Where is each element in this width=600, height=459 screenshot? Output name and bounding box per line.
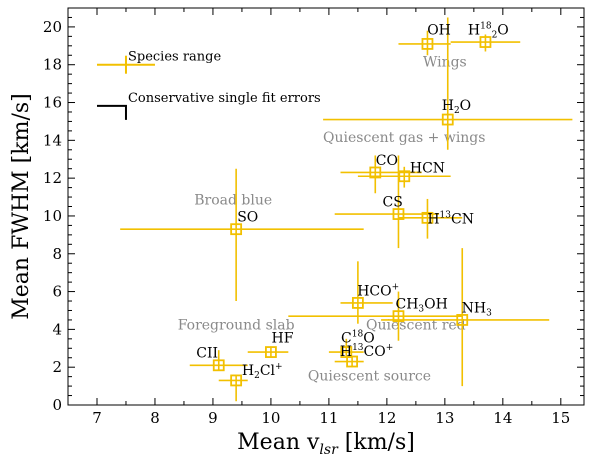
point-label: NH3 — [462, 300, 492, 318]
region-label: Quiescent gas + wings — [323, 130, 485, 146]
point-label: CO — [376, 153, 398, 169]
x-tick-label: 7 — [92, 409, 102, 427]
y-tick-label: 4 — [52, 320, 62, 338]
data-point — [334, 355, 364, 368]
point-marker — [369, 166, 382, 179]
region-label: Quiescent red — [366, 317, 466, 333]
y-tick-label: 0 — [52, 396, 62, 414]
y-tick-label: 14 — [43, 131, 62, 149]
point-marker — [392, 208, 405, 220]
x-tick-label: 8 — [150, 409, 160, 427]
x-tick-label: 9 — [208, 409, 218, 427]
point-marker — [456, 314, 469, 326]
y-tick-label: 10 — [43, 207, 62, 225]
data-point — [189, 350, 248, 372]
legend-error-label: Conservative single fit errors — [128, 91, 321, 106]
data-point — [381, 248, 550, 387]
point-label: H2Cl+ — [242, 362, 283, 381]
point-marker — [441, 113, 454, 126]
point-label: H182O — [468, 21, 509, 40]
y-tick-label: 12 — [43, 169, 62, 187]
point-marker — [265, 346, 277, 358]
data-point — [340, 261, 393, 324]
y-tick-label: 20 — [43, 18, 62, 36]
data-point — [398, 198, 463, 239]
region-label: Wings — [423, 55, 467, 71]
point-label: HCN — [410, 160, 445, 176]
data-point — [120, 168, 364, 302]
x-tick-label: 10 — [261, 409, 280, 427]
legend: Species range Conservative single fit err… — [96, 50, 321, 120]
region-labels: Wings Quiescent gas + wings Broad blue Fore… — [178, 55, 486, 385]
region-label: Quiescent source — [308, 368, 431, 384]
axis-titles: Mean vlsr [km/s] Mean FWHM [km/s] — [9, 93, 415, 458]
point-marker — [421, 38, 434, 50]
x-axis-title: Mean vlsr [km/s] — [237, 430, 415, 458]
point-label: CH3OH — [395, 297, 447, 315]
legend-range-label: Species range — [128, 50, 222, 65]
axes: 7 8 9 10 11 12 13 14 15 0 2 4 6 8 10 12 14 16 18 20 — [43, 7, 585, 427]
point-marker — [230, 223, 243, 236]
x-tick-label: 11 — [319, 409, 338, 427]
data-point — [450, 34, 521, 52]
point-marker — [392, 310, 405, 323]
point-marker — [421, 211, 434, 224]
point-label: OH — [427, 22, 451, 38]
point-marker — [479, 36, 492, 48]
data-point — [340, 155, 422, 194]
data-point — [218, 374, 248, 402]
point-label: H2O — [442, 98, 471, 116]
y-tick-label: 18 — [43, 56, 62, 74]
x-tick-label: 12 — [377, 409, 396, 427]
point-label: HCO+ — [357, 282, 399, 299]
plot-frame — [67, 7, 585, 406]
point-label: H13CO+ — [340, 343, 393, 360]
x-tick-label: 15 — [551, 409, 570, 427]
region-label: Foreground slab — [178, 317, 295, 333]
data-point — [288, 291, 463, 341]
point-label: CS — [383, 195, 403, 211]
point-marker — [212, 359, 225, 372]
point-marker — [351, 297, 364, 309]
point-label: C18O — [341, 330, 375, 347]
point-labels: OH H182O H2O CO HCN CS H13CN SO HCO+CH3OH NH3 C18O… — [196, 21, 509, 380]
data-point — [247, 346, 289, 358]
data-point — [323, 17, 573, 150]
y-axis-title: Mean FWHM [km/s] — [9, 93, 34, 319]
data-series — [120, 17, 573, 402]
point-label: CII — [196, 346, 218, 362]
y-tick-label: 16 — [43, 94, 62, 112]
y-tick-label: 6 — [52, 283, 62, 301]
x-tick-label: 14 — [493, 409, 512, 427]
y-tick-label: 8 — [52, 245, 62, 263]
data-point — [398, 30, 451, 56]
point-marker — [346, 355, 358, 368]
region-label: Broad blue — [194, 193, 272, 209]
point-label: SO — [237, 210, 258, 226]
point-marker — [230, 374, 243, 387]
x-tick-label: 13 — [435, 409, 454, 427]
y-tick-label: 2 — [52, 358, 62, 376]
legend-error-bar — [96, 104, 127, 120]
point-label: HF — [272, 331, 294, 347]
point-label: H13CN — [427, 211, 474, 228]
